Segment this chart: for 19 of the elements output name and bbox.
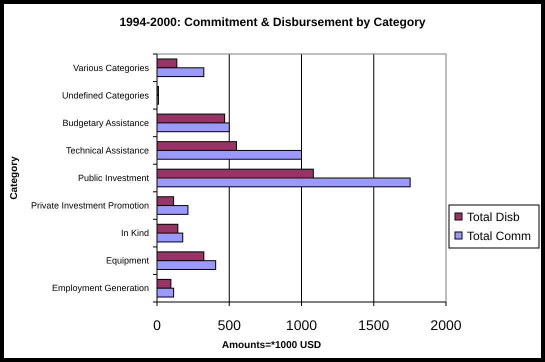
x-axis-title: Amounts=*1000 USD bbox=[222, 340, 322, 351]
x-tick-label: 2000 bbox=[430, 317, 462, 333]
y-axis-title: Category bbox=[9, 156, 20, 200]
y-tick-label: In Kind bbox=[120, 228, 149, 238]
y-tick-label: Technical Assistance bbox=[66, 145, 149, 156]
chart-title: 1994-2000: Commitment & Disbursement by Category bbox=[119, 15, 426, 29]
x-tick-label: 1000 bbox=[286, 317, 318, 333]
y-tick-label: Private Investment Promotion bbox=[30, 200, 149, 211]
y-tick-label: Employment Generation bbox=[52, 283, 149, 294]
y-tick-label: Budgetary Assistance bbox=[62, 118, 149, 128]
legend-label: Total Disb bbox=[467, 210, 520, 224]
x-tick-label: 0 bbox=[153, 317, 162, 333]
y-tick-label: Undefined Categories bbox=[62, 90, 150, 100]
y-tick-label: Public Investment bbox=[78, 173, 150, 183]
y-tick-label: Various Categories bbox=[73, 62, 150, 73]
y-tick-label: Equipment bbox=[106, 256, 150, 266]
legend-label: Total Comm bbox=[467, 229, 532, 243]
x-tick-label: 1500 bbox=[358, 317, 390, 333]
x-tick-label: 500 bbox=[218, 317, 242, 333]
